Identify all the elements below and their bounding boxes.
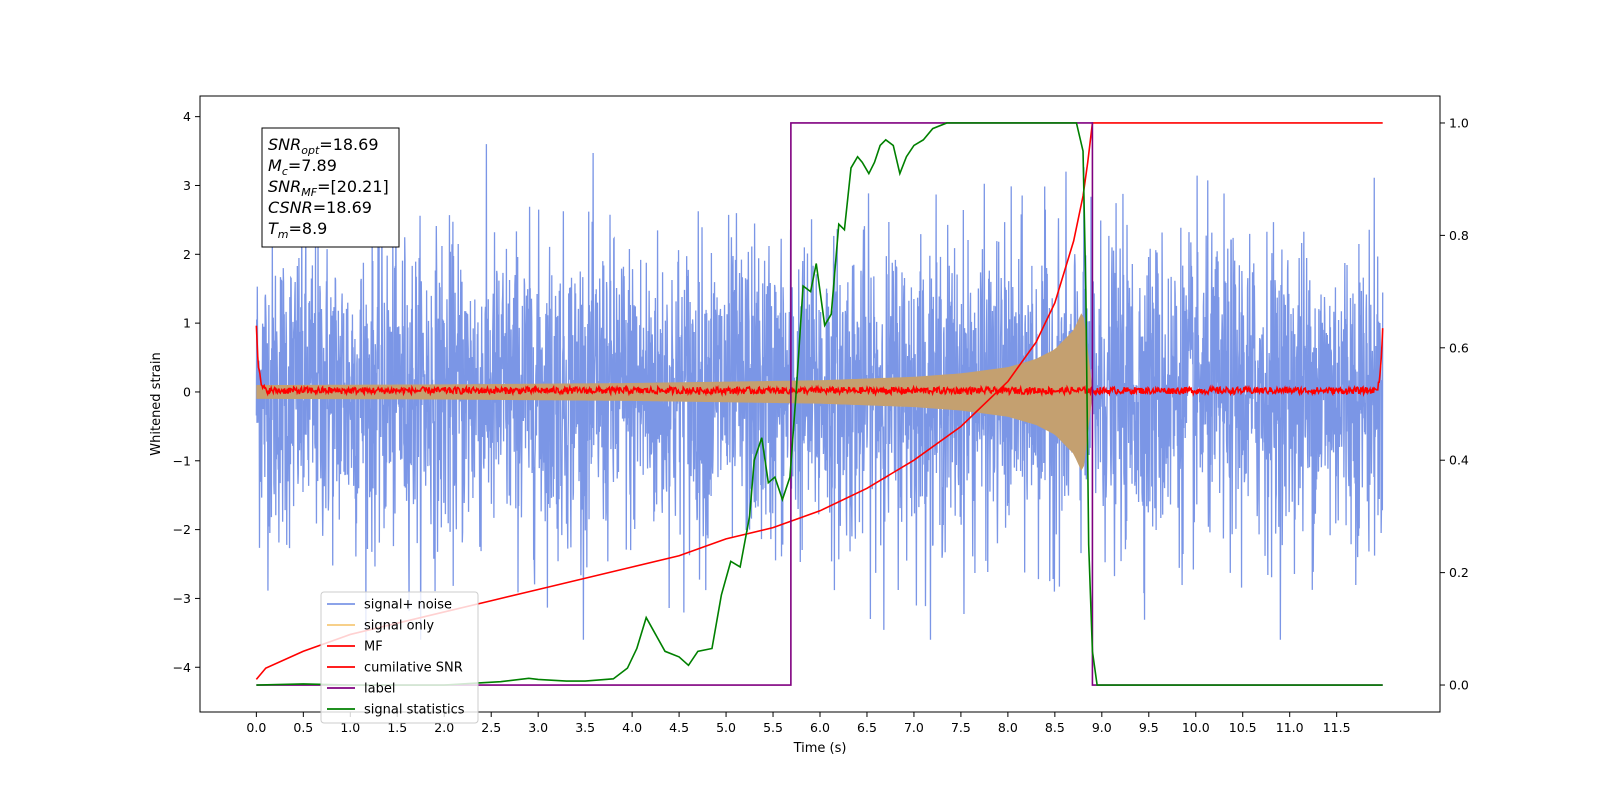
- x-tick-label: 3.5: [575, 720, 595, 735]
- y2-tick-label: 0.6: [1449, 340, 1469, 355]
- y-axis-right: 0.0 0.2 0.4 0.6 0.8 1.0: [1440, 115, 1469, 693]
- y-tick-label: −4: [173, 660, 191, 675]
- x-tick-label: 4.0: [622, 720, 642, 735]
- x-axis-title: Time (s): [793, 741, 847, 756]
- legend-label: signal only: [364, 619, 434, 634]
- y2-tick-label: 1.0: [1449, 115, 1469, 130]
- x-tick-label: 11.5: [1323, 720, 1351, 735]
- legend-label: cumilative SNR: [364, 661, 463, 676]
- annotation-line: SNRMF=[20.21]: [268, 177, 389, 199]
- x-tick-label: 7.5: [951, 720, 971, 735]
- x-tick-label: 8.5: [1045, 720, 1065, 735]
- x-tick-label: 0.5: [293, 720, 313, 735]
- legend-label: signal+ noise: [364, 598, 452, 613]
- y2-tick-label: 0.0: [1449, 678, 1469, 693]
- x-tick-label: 2.5: [481, 720, 501, 735]
- y-tick-label: −1: [173, 453, 191, 468]
- x-tick-label: 5.0: [716, 720, 736, 735]
- x-axis: 0.0 0.5 1.0 1.5 2.0 2.5 3.0 3.5 4.0 4.5 5.0 5.5 6.0 6…: [246, 712, 1351, 735]
- x-tick-label: 7.0: [904, 720, 924, 735]
- x-tick-label: 8.0: [998, 720, 1018, 735]
- snr-annotation-box: SNRopt=18.69Mc=7.89SNRMF=[20.21]CSNR=18.…: [261, 127, 400, 248]
- annotation-frame: [261, 127, 400, 248]
- y-tick-label: 3: [183, 178, 191, 193]
- x-tick-label: 10.5: [1229, 720, 1257, 735]
- legend-label: signal statistics: [364, 703, 465, 718]
- series-area-signal-only: [256, 313, 1093, 471]
- y-tick-label: 0: [183, 384, 191, 399]
- legend-label: label: [364, 682, 395, 697]
- y-tick-label: −2: [173, 522, 191, 537]
- y-tick-label: 4: [183, 109, 191, 124]
- x-tick-label: 6.0: [810, 720, 830, 735]
- legend: signal+ noise signal only MF cumilative SNR…: [320, 591, 479, 724]
- y2-tick-label: 0.2: [1449, 565, 1469, 580]
- x-tick-label: 9.0: [1092, 720, 1112, 735]
- x-tick-label: 3.0: [528, 720, 548, 735]
- annotation-line: CSNR=18.69: [268, 198, 372, 217]
- annotation-line: Mc=7.89: [268, 156, 337, 178]
- legend-label: MF: [364, 640, 383, 655]
- series-line-signal-statistics: [256, 122, 1383, 686]
- y2-tick-label: 0.8: [1449, 228, 1469, 243]
- y2-tick-label: 0.4: [1449, 453, 1469, 468]
- x-tick-label: 0.0: [246, 720, 266, 735]
- x-tick-label: 10.0: [1182, 720, 1210, 735]
- y-tick-label: −3: [173, 591, 191, 606]
- y-axis-title: Whitened strain: [149, 352, 164, 455]
- annotation-line: Tm=8.9: [268, 219, 327, 241]
- y-tick-label: 2: [183, 247, 191, 262]
- y-axis-left: −4 −3 −2 −1 0 1 2 3 4: [173, 109, 200, 675]
- x-tick-label: 6.5: [857, 720, 877, 735]
- x-tick-label: 2.0: [434, 720, 454, 735]
- x-tick-label: 1.5: [387, 720, 407, 735]
- annotation-line: SNRopt=18.69: [268, 135, 379, 157]
- x-tick-label: 1.0: [340, 720, 360, 735]
- x-tick-label: 11.0: [1276, 720, 1304, 735]
- x-tick-label: 5.5: [763, 720, 783, 735]
- legend-frame: [320, 591, 479, 724]
- series-line-signal-plus-noise: [255, 144, 1384, 640]
- x-tick-label: 4.5: [669, 720, 689, 735]
- series-line-mf: [255, 325, 1384, 398]
- y-tick-label: 1: [183, 316, 191, 331]
- x-tick-label: 9.5: [1139, 720, 1159, 735]
